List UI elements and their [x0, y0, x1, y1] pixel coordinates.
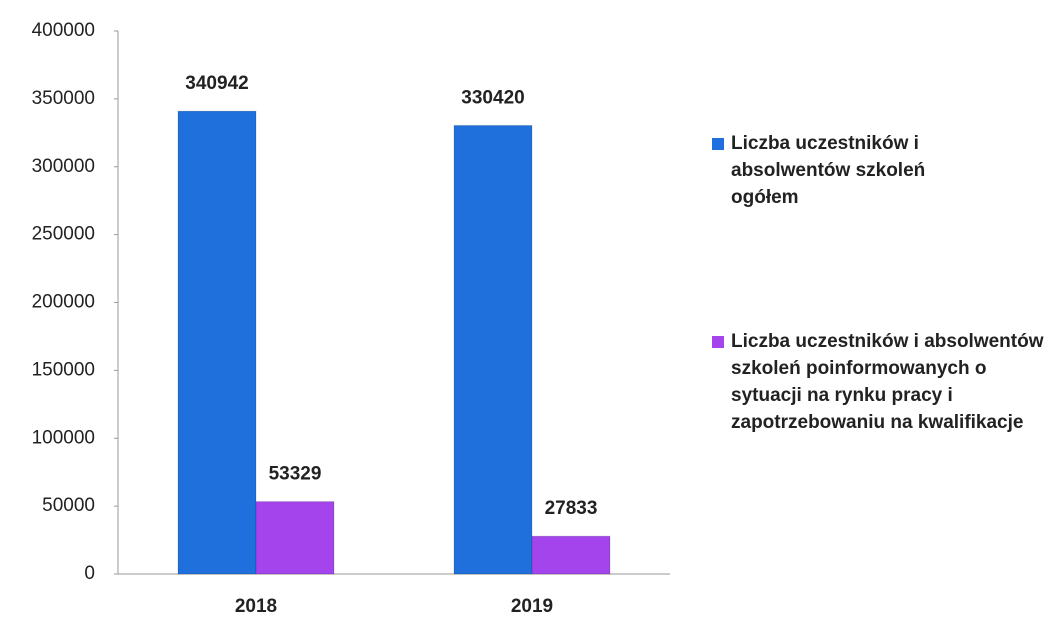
y-tick-label: 50000 — [42, 495, 95, 516]
x-tick-label: 2018 — [235, 596, 277, 617]
bar — [453, 124, 533, 575]
y-tick-label: 350000 — [32, 88, 95, 109]
y-tick-label: 400000 — [32, 20, 95, 41]
legend-label: Liczba uczestników i absolwentów szkoleń… — [731, 133, 926, 208]
y-tick-label: 0 — [84, 563, 95, 584]
legend-item: Liczba uczestników i absolwentów szkoleń… — [712, 328, 1052, 436]
legend-swatch — [712, 336, 724, 348]
y-tick-label: 250000 — [32, 224, 95, 245]
y-tick-label: 150000 — [32, 359, 95, 380]
data-label: 330420 — [461, 87, 524, 108]
x-tick-label: 2019 — [511, 596, 553, 617]
legend-item: Liczba uczestników i absolwentów szkoleń… — [712, 130, 1052, 211]
y-tick-label: 100000 — [32, 427, 95, 448]
legend-label: Liczba uczestników i absolwentów szkoleń… — [731, 331, 1044, 433]
data-label: 27833 — [545, 498, 598, 519]
y-tick-label: 300000 — [32, 156, 95, 177]
data-label: 340942 — [185, 73, 248, 94]
bar — [531, 535, 611, 575]
bar — [255, 501, 335, 575]
y-tick-label: 200000 — [32, 292, 95, 313]
legend-swatch — [712, 138, 724, 150]
data-label: 53329 — [269, 464, 322, 485]
bar — [177, 110, 257, 575]
